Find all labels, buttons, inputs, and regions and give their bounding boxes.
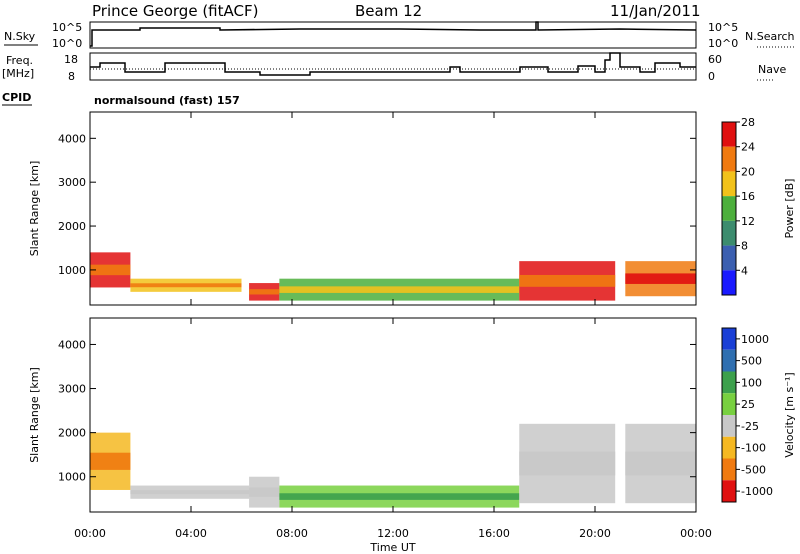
power-colorbar-frame bbox=[721, 121, 737, 296]
velocity-cb-tick-label: -25 bbox=[741, 420, 759, 433]
velocity-colorbar-swatch bbox=[722, 415, 736, 437]
power-ytick-label: 3000 bbox=[58, 176, 86, 189]
freq-bottom-tick: 8 bbox=[68, 70, 75, 83]
power-region-core-3 bbox=[279, 286, 520, 293]
freq-label-2: [MHz] bbox=[2, 67, 34, 80]
power-colorbar-swatch bbox=[722, 245, 736, 271]
power-region-core-2 bbox=[249, 289, 280, 295]
x-tick-label: 00:00 bbox=[680, 527, 712, 540]
velocity-colorbar-frame bbox=[721, 327, 737, 503]
velocity-ytick-label: 2000 bbox=[58, 427, 86, 440]
nave-bottom-tick: 0 bbox=[708, 70, 715, 83]
velocity-colorbar-swatch bbox=[722, 328, 736, 350]
nsky-label: N.Sky bbox=[4, 30, 36, 43]
power-region-core-1 bbox=[130, 283, 242, 288]
velocity-region-core-1 bbox=[130, 490, 250, 495]
nsearch-top-tick: 10^5 bbox=[708, 21, 738, 34]
nsky-trace bbox=[90, 21, 697, 47]
power-colorbar-swatch bbox=[722, 196, 736, 221]
nave-top-tick: 60 bbox=[708, 53, 722, 66]
velocity-region-core-5 bbox=[625, 451, 696, 476]
power-region-core-5 bbox=[625, 273, 696, 284]
power-cb-tick-label: 8 bbox=[741, 240, 748, 253]
power-region-core-0 bbox=[90, 264, 131, 276]
power-ytick-label: 2000 bbox=[58, 220, 86, 233]
velocity-colorbar-swatch bbox=[722, 436, 736, 459]
x-tick-label: 08:00 bbox=[276, 527, 308, 540]
x-axis-label: Time UT bbox=[369, 541, 415, 554]
freq-label-1: Freq. bbox=[6, 54, 33, 67]
velocity-ytick-label: 3000 bbox=[58, 383, 86, 396]
power-colorbar-label: Power [dB] bbox=[783, 179, 796, 239]
nsearch-bottom-tick: 10^0 bbox=[708, 37, 738, 50]
power-ytick-label: 4000 bbox=[58, 132, 86, 145]
velocity-cb-tick-label: -500 bbox=[741, 463, 766, 476]
velocity-cb-tick-label: 100 bbox=[741, 376, 762, 389]
velocity-ylabel: Slant Range [km] bbox=[28, 367, 41, 463]
x-tick-label: 12:00 bbox=[377, 527, 409, 540]
velocity-colorbar-swatch bbox=[722, 458, 736, 481]
power-colorbar-swatch bbox=[722, 171, 736, 197]
velocity-colorbar-swatch bbox=[722, 349, 736, 372]
power-colorbar-swatch bbox=[722, 146, 736, 172]
velocity-ytick-label: 4000 bbox=[58, 338, 86, 351]
cpid-label: CPID bbox=[2, 91, 31, 104]
velocity-colorbar-swatch bbox=[722, 480, 736, 502]
cpid-text: normalsound (fast) 157 bbox=[94, 94, 240, 107]
date-label: 11/Jan/2011 bbox=[610, 2, 701, 20]
site-title: Prince George (fitACF) bbox=[92, 2, 258, 20]
velocity-cb-tick-label: 500 bbox=[741, 355, 762, 368]
beam-label: Beam 12 bbox=[355, 2, 422, 20]
velocity-ytick-label: 1000 bbox=[58, 471, 86, 484]
power-cb-tick-label: 16 bbox=[741, 190, 755, 203]
power-colorbar-swatch bbox=[722, 122, 736, 147]
power-panel: 1000 2000 3000 4000 Slant Range [km] 4 8 12 16 20… bbox=[28, 111, 796, 306]
power-cb-tick-label: 4 bbox=[741, 264, 748, 277]
power-cb-tick-label: 20 bbox=[741, 165, 755, 178]
velocity-panel: 1000 2000 3000 4000 Slant Range [km] 1000 500 1… bbox=[28, 317, 796, 513]
power-region-core-4 bbox=[519, 274, 616, 287]
velocity-cb-tick-label: -100 bbox=[741, 442, 766, 455]
nave-label: Nave bbox=[758, 63, 786, 76]
velocity-region-core-3 bbox=[279, 493, 520, 500]
velocity-region-core-4 bbox=[519, 451, 616, 476]
power-colorbar-swatch bbox=[722, 270, 736, 295]
velocity-colorbar-label: Velocity [m s⁻¹] bbox=[783, 372, 796, 457]
velocity-cb-tick-label: -1000 bbox=[741, 485, 773, 498]
power-cb-tick-label: 12 bbox=[741, 215, 755, 228]
power-ytick-label: 1000 bbox=[58, 264, 86, 277]
x-tick-label: 00:00 bbox=[74, 527, 106, 540]
nsearch-label: N.Search bbox=[745, 30, 795, 43]
x-tick-label: 16:00 bbox=[478, 527, 510, 540]
x-tick-label: 04:00 bbox=[175, 527, 207, 540]
freq-trace bbox=[90, 52, 696, 76]
velocity-colorbar-swatch bbox=[722, 393, 736, 415]
power-ylabel: Slant Range [km] bbox=[28, 161, 41, 257]
power-cb-tick-label: 28 bbox=[741, 116, 755, 129]
freq-top-tick: 18 bbox=[64, 53, 78, 66]
nsky-top-tick: 10^5 bbox=[52, 21, 82, 34]
nsky-bottom-tick: 10^0 bbox=[52, 37, 82, 50]
velocity-region-core-0 bbox=[90, 452, 131, 470]
power-cb-tick-label: 24 bbox=[741, 141, 755, 154]
velocity-cb-tick-label: 1000 bbox=[741, 333, 769, 346]
x-tick-label: 20:00 bbox=[579, 527, 611, 540]
velocity-cb-tick-label: 25 bbox=[741, 398, 755, 411]
velocity-colorbar-swatch bbox=[722, 371, 736, 394]
x-axis: 00:00 04:00 08:00 12:00 16:00 20:00 00:00 bbox=[74, 112, 712, 540]
power-colorbar-swatch bbox=[722, 220, 736, 246]
nsky-panel bbox=[89, 21, 697, 49]
velocity-region-core-2 bbox=[249, 487, 280, 497]
